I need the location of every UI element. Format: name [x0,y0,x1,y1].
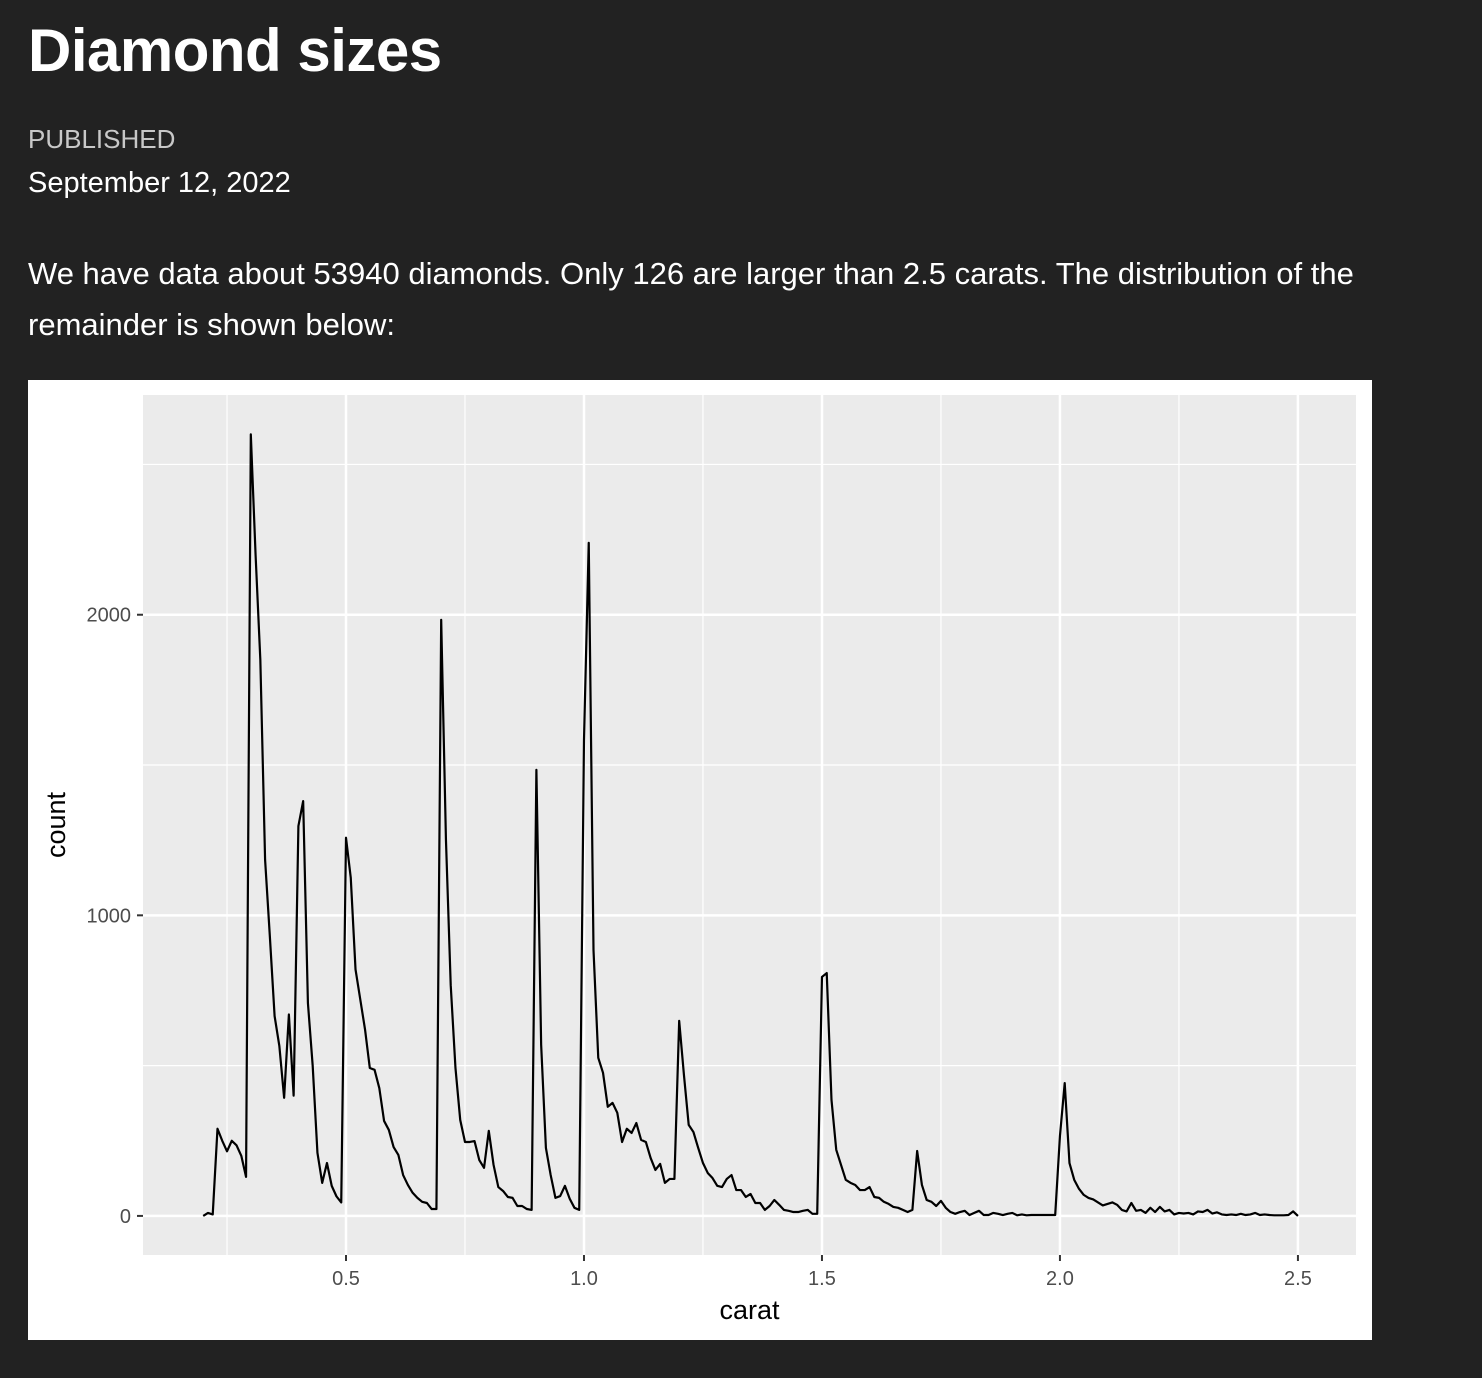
x-tick-label: 2.0 [1046,1268,1074,1290]
x-tick-label: 1.0 [570,1268,598,1290]
x-tick-label: 0.5 [332,1268,360,1290]
y-axis-label: count [41,791,71,858]
page-title: Diamond sizes [28,17,442,84]
y-tick-label: 2000 [87,605,132,627]
y-tick-label: 0 [120,1206,131,1228]
x-axis-label: carat [719,1295,780,1325]
x-tick-label: 2.5 [1284,1268,1312,1290]
x-tick-label: 1.5 [808,1268,836,1290]
frequency-line [202,433,1299,1217]
plot-panel [143,395,1356,1255]
paragraph: We have data about 53940 diamonds. Only … [28,256,1354,342]
chart: 0.5 1.0 1.5 2.0 2.5 0 1000 2000 carat count [28,380,1372,1340]
published-label: PUBLISHED [28,124,176,154]
published-date: September 12, 2022 [28,167,291,199]
y-tick-label: 1000 [87,905,132,927]
